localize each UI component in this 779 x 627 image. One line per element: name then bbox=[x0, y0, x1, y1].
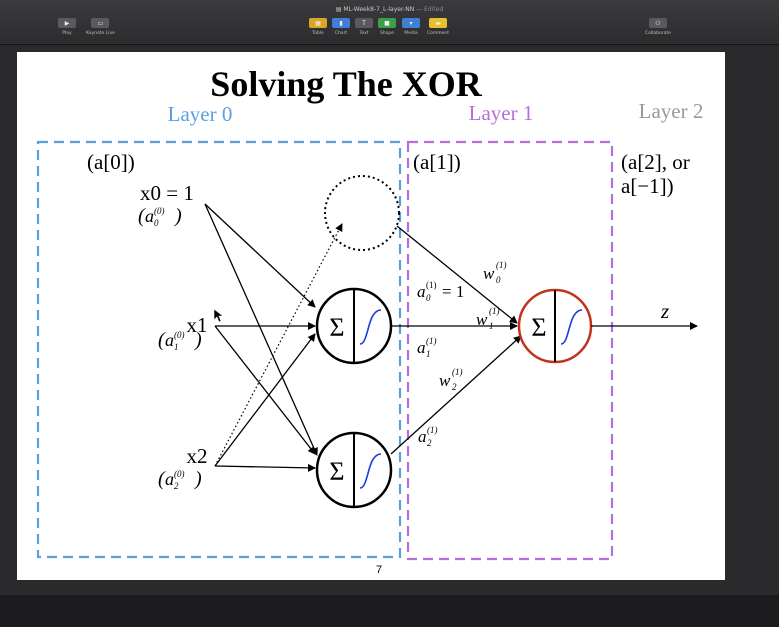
chart-icon: ▮ bbox=[332, 18, 350, 28]
svg-text:a: a bbox=[418, 427, 427, 446]
weight-w0-label: w 0 (1) bbox=[483, 260, 507, 285]
x2-label: x2 bbox=[187, 444, 208, 468]
svg-text:): ) bbox=[194, 329, 202, 351]
svg-text:(: ( bbox=[158, 468, 166, 490]
svg-text:0: 0 bbox=[496, 275, 501, 285]
svg-text:Σ: Σ bbox=[329, 313, 344, 342]
play-button[interactable]: ▶ Play bbox=[58, 18, 76, 36]
svg-text:(1): (1) bbox=[426, 336, 437, 346]
svg-text:Σ: Σ bbox=[531, 313, 546, 342]
svg-text:(: ( bbox=[158, 329, 166, 351]
mouse-cursor bbox=[213, 308, 224, 323]
svg-text:): ) bbox=[174, 205, 182, 227]
document-icon: ▤ bbox=[335, 6, 344, 13]
a0-label: (a[0]) bbox=[87, 150, 135, 174]
a1-2-notation: a 2 (1) bbox=[418, 425, 438, 448]
document-title: ▤ ML-Week8-7_L-layer-NN — Edited bbox=[335, 6, 444, 13]
media-button[interactable]: ▾ Media bbox=[402, 18, 420, 36]
slide-title: Solving The XOR bbox=[210, 64, 482, 104]
a2-label-line2: a[−1]) bbox=[621, 174, 674, 198]
svg-text:w: w bbox=[439, 371, 451, 390]
svg-text:1: 1 bbox=[489, 321, 494, 331]
bias-dotted-connection bbox=[214, 223, 343, 467]
svg-text:(0): (0) bbox=[154, 206, 165, 216]
svg-text:w: w bbox=[476, 310, 488, 329]
svg-text:(1): (1) bbox=[496, 260, 507, 270]
svg-text:a: a bbox=[165, 469, 174, 489]
svg-text:(1): (1) bbox=[427, 425, 438, 435]
svg-text:(: ( bbox=[138, 205, 146, 227]
svg-text:0: 0 bbox=[426, 293, 431, 303]
svg-text:2: 2 bbox=[174, 481, 179, 491]
a0-0-notation: ( a 0 (0) ) bbox=[138, 205, 182, 228]
svg-text:(1): (1) bbox=[452, 367, 463, 377]
comment-button[interactable]: ▬ Comment bbox=[427, 18, 450, 36]
keynote-live-button[interactable]: ▭ Keynote Live bbox=[86, 18, 115, 36]
svg-text:2: 2 bbox=[452, 382, 457, 392]
table-button[interactable]: ▦ Table bbox=[309, 18, 327, 36]
x0-label: x0 = 1 bbox=[140, 181, 194, 205]
text-icon: T bbox=[355, 18, 373, 28]
shape-icon: ■ bbox=[378, 18, 396, 28]
output-neuron: Σ bbox=[517, 288, 593, 364]
keynote-live-icon: ▭ bbox=[91, 18, 110, 28]
x1-label: x1 bbox=[187, 313, 208, 337]
bias-neuron bbox=[324, 175, 400, 251]
svg-text:Σ: Σ bbox=[329, 457, 344, 486]
svg-text:a: a bbox=[145, 206, 154, 226]
table-icon: ▦ bbox=[309, 18, 327, 28]
a1-0-notation: ( a 1 (0) ) bbox=[158, 329, 202, 352]
layer0-connections bbox=[204, 203, 318, 472]
layer2-label: Layer 2 bbox=[639, 99, 704, 123]
bottom-bar bbox=[0, 595, 779, 627]
layer0-box bbox=[36, 140, 402, 559]
a2-label-line1: (a[2], or bbox=[621, 150, 690, 174]
weight-w2-label: w 2 (1) bbox=[439, 367, 463, 392]
toolbar: ▤ ML-Week8-7_L-layer-NN — Edited ▶ Play … bbox=[0, 0, 779, 45]
svg-text:= 1: = 1 bbox=[442, 282, 464, 301]
svg-text:(1): (1) bbox=[426, 280, 437, 290]
media-icon: ▾ bbox=[402, 18, 420, 28]
chart-button[interactable]: ▮ Chart bbox=[332, 18, 350, 36]
a2-0-notation: ( a 2 (0) ) bbox=[158, 468, 202, 491]
page-number: 7 bbox=[376, 564, 382, 576]
svg-text:1: 1 bbox=[174, 342, 179, 352]
layer1-box bbox=[406, 140, 614, 561]
xor-network-diagram: Solving The XOR Layer 0 Layer 1 Layer 2 … bbox=[36, 64, 704, 576]
svg-text:(0): (0) bbox=[174, 330, 185, 340]
a1-1-notation: a 1 (1) bbox=[417, 336, 437, 359]
play-icon: ▶ bbox=[58, 18, 76, 28]
svg-text:a: a bbox=[417, 282, 426, 301]
svg-text:1: 1 bbox=[426, 349, 431, 359]
svg-text:0: 0 bbox=[154, 218, 159, 228]
comment-icon: ▬ bbox=[429, 18, 448, 28]
svg-text:a: a bbox=[165, 330, 174, 350]
a1-label: (a[1]) bbox=[413, 150, 461, 174]
layer1-connections bbox=[390, 225, 522, 455]
collaborate-button[interactable]: ⚇ Collaborate bbox=[645, 18, 671, 36]
svg-text:a: a bbox=[417, 338, 426, 357]
svg-text:(0): (0) bbox=[174, 469, 185, 479]
layer0-label: Layer 0 bbox=[168, 102, 233, 126]
slide[interactable]: Solving The XOR Layer 0 Layer 1 Layer 2 … bbox=[17, 52, 725, 580]
svg-text:(1): (1) bbox=[489, 306, 500, 316]
z-output-label: z bbox=[660, 299, 669, 323]
hidden-neuron-1: Σ bbox=[315, 287, 393, 365]
shape-button[interactable]: ■ Shape bbox=[378, 18, 396, 36]
a1-0-equals-1: a 0 (1) = 1 bbox=[417, 280, 464, 303]
collaborate-icon: ⚇ bbox=[648, 18, 667, 28]
layer1-label: Layer 1 bbox=[469, 101, 534, 125]
text-button[interactable]: T Text bbox=[355, 18, 373, 36]
svg-text:w: w bbox=[483, 264, 495, 283]
hidden-neuron-2: Σ bbox=[315, 431, 393, 509]
weight-w1-label: w 1 (1) bbox=[476, 306, 500, 331]
svg-text:): ) bbox=[194, 468, 202, 490]
svg-text:2: 2 bbox=[427, 438, 432, 448]
